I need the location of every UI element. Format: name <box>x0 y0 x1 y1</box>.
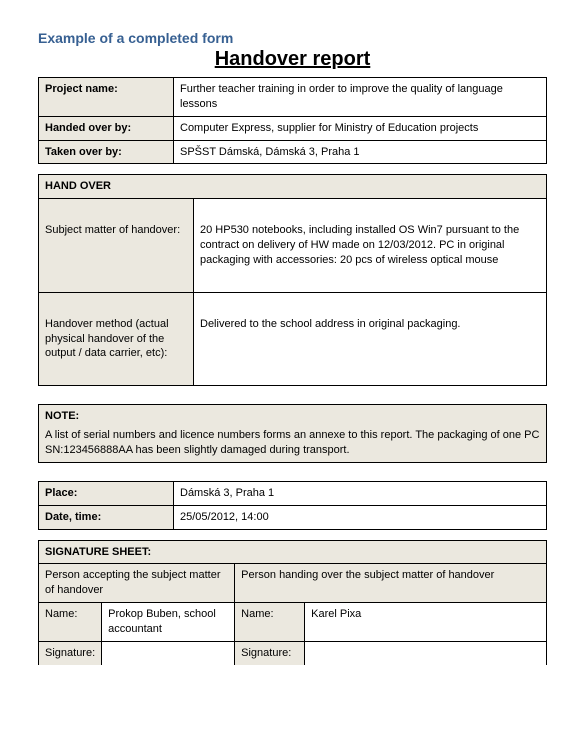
table-row: Handed over by: Computer Express, suppli… <box>39 116 547 140</box>
signature-section-header: SIGNATURE SHEET: <box>39 540 547 564</box>
place-label: Place: <box>39 481 174 505</box>
table-row: Person accepting the subject matter of h… <box>39 564 547 603</box>
accepting-signature-value <box>102 641 235 664</box>
table-row: Subject matter of handover: 20 HP530 not… <box>39 199 547 293</box>
handing-person-label: Person handing over the subject matter o… <box>235 564 547 603</box>
table-row: SIGNATURE SHEET: <box>39 540 547 564</box>
handover-section-header: HAND OVER <box>39 175 547 199</box>
table-row: Handover method (actual physical handove… <box>39 292 547 386</box>
example-heading: Example of a completed form <box>38 30 547 46</box>
note-label: NOTE: <box>39 405 547 428</box>
page: Example of a completed form Handover rep… <box>0 0 585 665</box>
table-row: Place: Dámská 3, Praha 1 <box>39 481 547 505</box>
place-value: Dámská 3, Praha 1 <box>174 481 547 505</box>
note-table: NOTE: A list of serial numbers and licen… <box>38 404 547 463</box>
project-name-value: Further teacher training in order to imp… <box>174 78 547 117</box>
accepting-name-value: Prokop Buben, school accountant <box>102 603 235 642</box>
table-row: Date, time: 25/05/2012, 14:00 <box>39 505 547 529</box>
subject-matter-value: 20 HP530 notebooks, including installed … <box>194 199 547 293</box>
handing-name-value: Karel Pixa <box>305 603 547 642</box>
handing-signature-label: Signature: <box>235 641 305 664</box>
signature-table: SIGNATURE SHEET: Person accepting the su… <box>38 540 547 665</box>
taken-over-by-value: SPŠST Dámská, Dámská 3, Praha 1 <box>174 140 547 164</box>
accepting-person-label: Person accepting the subject matter of h… <box>39 564 235 603</box>
handing-signature-value <box>305 641 547 664</box>
place-time-table: Place: Dámská 3, Praha 1 Date, time: 25/… <box>38 481 547 530</box>
date-time-label: Date, time: <box>39 505 174 529</box>
report-title: Handover report <box>38 48 547 71</box>
note-text: A list of serial numbers and licence num… <box>39 428 547 462</box>
table-row: NOTE: <box>39 405 547 428</box>
table-row: Project name: Further teacher training i… <box>39 78 547 117</box>
handed-over-by-label: Handed over by: <box>39 116 174 140</box>
subject-matter-label: Subject matter of handover: <box>39 199 194 293</box>
handover-method-label: Handover method (actual physical handove… <box>39 292 194 386</box>
table-row: Name: Prokop Buben, school accountant Na… <box>39 603 547 642</box>
handover-table: HAND OVER Subject matter of handover: 20… <box>38 174 547 386</box>
table-row: HAND OVER <box>39 175 547 199</box>
taken-over-by-label: Taken over by: <box>39 140 174 164</box>
table-row: A list of serial numbers and licence num… <box>39 428 547 462</box>
handing-name-label: Name: <box>235 603 305 642</box>
project-name-label: Project name: <box>39 78 174 117</box>
handover-method-value: Delivered to the school address in origi… <box>194 292 547 386</box>
table-row: Signature: Signature: <box>39 641 547 664</box>
accepting-signature-label: Signature: <box>39 641 102 664</box>
accepting-name-label: Name: <box>39 603 102 642</box>
handed-over-by-value: Computer Express, supplier for Ministry … <box>174 116 547 140</box>
project-info-table: Project name: Further teacher training i… <box>38 77 547 164</box>
date-time-value: 25/05/2012, 14:00 <box>174 505 547 529</box>
table-row: Taken over by: SPŠST Dámská, Dámská 3, P… <box>39 140 547 164</box>
